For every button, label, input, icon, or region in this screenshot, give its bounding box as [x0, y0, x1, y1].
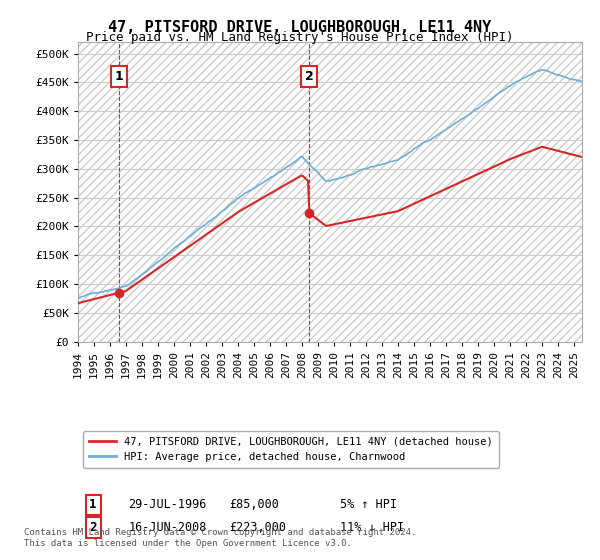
Text: 2: 2	[89, 521, 97, 534]
Text: 47, PITSFORD DRIVE, LOUGHBOROUGH, LE11 4NY: 47, PITSFORD DRIVE, LOUGHBOROUGH, LE11 4…	[109, 20, 491, 35]
Text: 16-JUN-2008: 16-JUN-2008	[128, 521, 207, 534]
Legend: 47, PITSFORD DRIVE, LOUGHBOROUGH, LE11 4NY (detached house), HPI: Average price,: 47, PITSFORD DRIVE, LOUGHBOROUGH, LE11 4…	[83, 431, 499, 468]
Text: 1: 1	[115, 70, 124, 83]
Text: 5% ↑ HPI: 5% ↑ HPI	[340, 498, 397, 511]
Text: 1: 1	[89, 498, 97, 511]
Text: Contains HM Land Registry data © Crown copyright and database right 2024.
This d: Contains HM Land Registry data © Crown c…	[24, 528, 416, 548]
Text: 2: 2	[305, 70, 314, 83]
Text: £85,000: £85,000	[229, 498, 279, 511]
Text: 11% ↓ HPI: 11% ↓ HPI	[340, 521, 404, 534]
Text: 29-JUL-1996: 29-JUL-1996	[128, 498, 207, 511]
Text: £223,000: £223,000	[229, 521, 286, 534]
Text: Price paid vs. HM Land Registry's House Price Index (HPI): Price paid vs. HM Land Registry's House …	[86, 31, 514, 44]
